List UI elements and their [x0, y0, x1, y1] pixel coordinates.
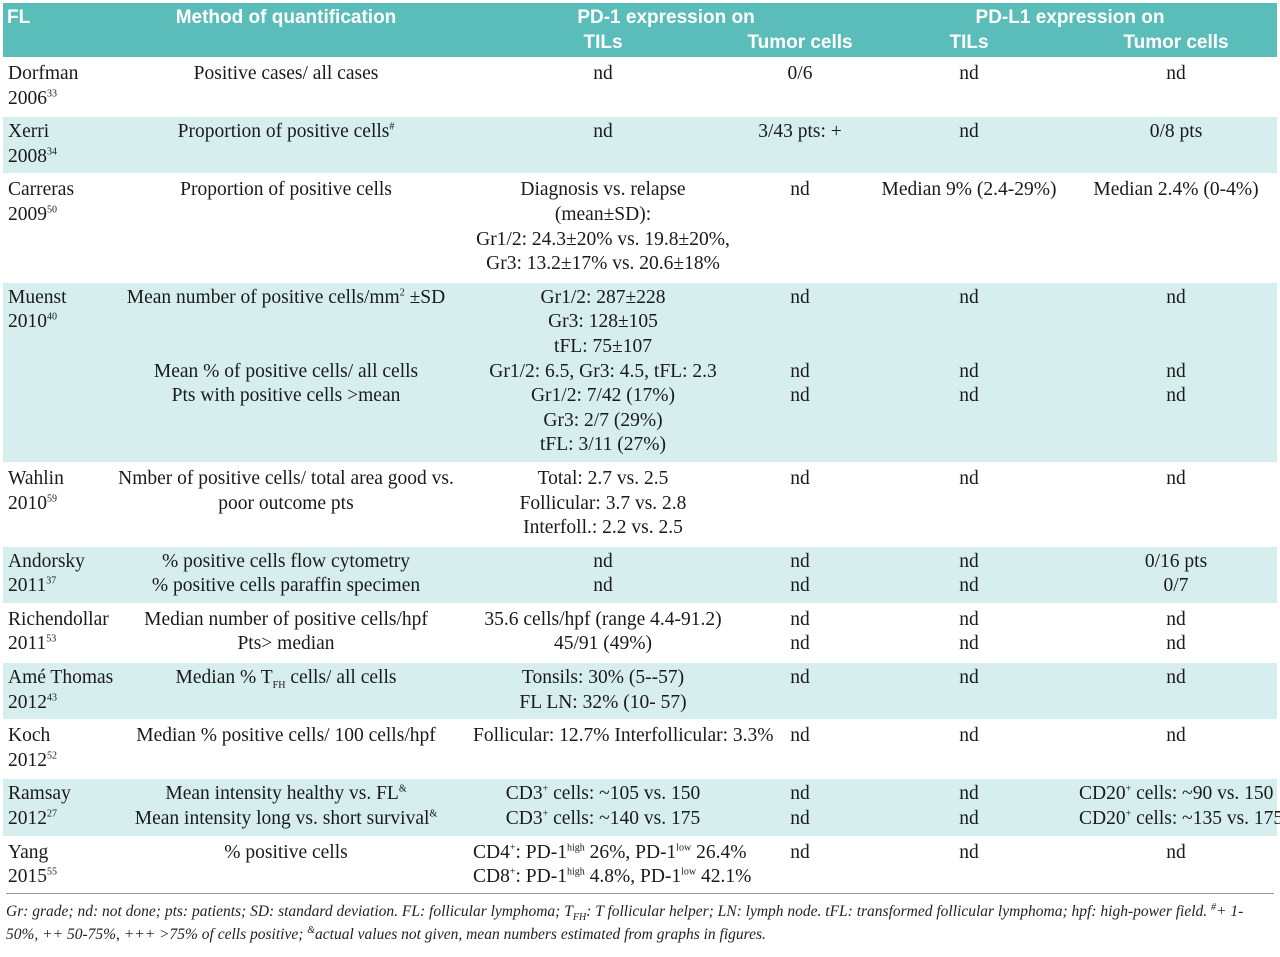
pdl1-tumor-cell: nd	[1166, 841, 1186, 863]
pd1-tumor-cell: nd	[790, 725, 810, 747]
study-cell: Ramsay 201227	[3, 778, 103, 837]
study-cell: Yang 201555	[8, 841, 57, 888]
header-blank	[3, 30, 103, 58]
pdl1-tumor-cell: nd nd	[1166, 608, 1186, 655]
pdl1-tils-cell: nd	[863, 116, 1076, 175]
pdl1-tils-cell: nd nd	[863, 545, 1076, 604]
pdl1-tils-cell: nd	[959, 725, 979, 747]
study-cell: Wahlin 201059	[8, 467, 64, 514]
pdl1-tils-cell: nd nd	[959, 608, 979, 655]
study-cell: Carreras 200950	[8, 179, 75, 225]
header-pdl1-tils: TILs	[863, 30, 1076, 58]
table-row: Amé Thomas 201243 Median % TFH cells/ al…	[3, 662, 1278, 721]
pdl1-tumor-cell: nd nd nd	[1075, 281, 1278, 463]
pd1-tils-cell: Diagnosis vs. relapse (mean±SD): Gr1/2: …	[476, 179, 730, 275]
study-cell: Muenst 201040	[3, 281, 103, 463]
pd1-tumor-cell: nd nd	[737, 545, 864, 604]
method-cell: Mean intensity healthy vs. FL& Mean inte…	[103, 778, 469, 837]
pdl1-tils-cell: nd	[863, 662, 1076, 721]
pd1-tumor-cell: 0/6	[787, 63, 813, 84]
pdl1-tumor-cell: Median 2.4% (0-4%)	[1093, 179, 1259, 201]
table-row: Richendollar 201153 Median number of pos…	[3, 603, 1278, 662]
table-row: Yang 201555 % positive cells CD4+: PD-1h…	[3, 836, 1278, 894]
pd1-tumor-cell: nd nd	[790, 608, 810, 655]
method-cell: Median number of positive cells/hpf Pts>…	[144, 608, 428, 655]
pd1-tils-cell: 35.6 cells/hpf (range 4.4-91.2) 45/91 (4…	[484, 608, 722, 655]
pdl1-tils-cell: nd	[959, 841, 979, 863]
pdl1-tumor-cell: nd	[1166, 63, 1186, 84]
header-pd1-tumor: Tumor cells	[737, 30, 864, 58]
method-cell: % positive cells	[224, 841, 348, 863]
method-cell: Proportion of positive cells	[180, 179, 392, 201]
table-row: Koch 201252 Median % positive cells/ 100…	[3, 720, 1278, 778]
table-row: Carreras 200950 Proportion of positive c…	[3, 174, 1278, 281]
pdl1-tils-cell: nd	[959, 63, 979, 84]
pdl1-tumor-cell: nd	[1075, 662, 1278, 721]
study-cell: Xerri 200834	[3, 116, 103, 175]
pd1-tils-cell: Tonsils: 30% (5--57) FL LN: 32% (10- 57)	[469, 662, 737, 721]
method-cell: Positive cases/ all cases	[193, 63, 379, 84]
pd1-tils-cell: CD3+ cells: ~105 vs. 150 CD3+ cells: ~14…	[469, 778, 737, 837]
header-pdl1-tumor: Tumor cells	[1075, 30, 1278, 58]
study-cell: Dorfman 200633	[8, 63, 79, 109]
table-row: Xerri 200834 Proportion of positive cell…	[3, 116, 1278, 175]
pd1-tils-cell: Follicular: 12.7% Interfollicular: 3.3%	[473, 725, 774, 747]
pdl1-tumor-cell: 0/16 pts 0/7	[1075, 545, 1278, 604]
pd1-tils-cell: Gr1/2: 287±228 Gr3: 128±105 tFL: 75±107 …	[469, 281, 737, 463]
study-cell: Koch 201252	[8, 725, 57, 771]
table-row: Wahlin 201059 Nmber of positive cells/ t…	[3, 462, 1278, 546]
pd1-tils-cell: nd	[593, 63, 613, 84]
header-blank	[103, 30, 469, 58]
table-row: Muenst 201040 Mean number of positive ce…	[3, 281, 1278, 463]
pd1-tumor-cell: 3/43 pts: +	[737, 116, 864, 175]
pd1-tumor-cell: nd	[790, 179, 810, 201]
pdl1-tumor-cell: nd	[1166, 467, 1186, 489]
pd1-tumor-cell: nd	[790, 841, 810, 863]
pdl1-tils-cell: nd	[959, 467, 979, 489]
method-cell: % positive cells flow cytometry % positi…	[103, 545, 469, 604]
pd1-tumor-cell: nd	[737, 662, 864, 721]
pdl1-tils-cell: nd nd nd	[863, 281, 1076, 463]
method-cell: Median % positive cells/ 100 cells/hpf	[136, 725, 436, 747]
pdl1-tumor-cell: CD20+ cells: ~90 vs. 150 CD20+ cells: ~1…	[1075, 778, 1280, 837]
study-cell: Amé Thomas 201243	[3, 662, 113, 721]
header-pd1-tils: TILs	[469, 30, 737, 58]
pd1-tils-cell: Total: 2.7 vs. 2.5 Follicular: 3.7 vs. 2…	[519, 467, 687, 539]
pdl1-tumor-cell: 0/8 pts	[1075, 116, 1278, 175]
pd1-expression-table: FL Method of quantification PD-1 express…	[3, 3, 1280, 894]
pd1-tumor-cell: nd	[790, 467, 810, 489]
method-cell: Median % TFH cells/ all cells	[103, 662, 469, 721]
header-fl: FL	[3, 3, 103, 30]
method-cell: Proportion of positive cells#	[103, 116, 469, 175]
study-cell: Richendollar 201153	[8, 608, 109, 655]
table-row: Ramsay 201227 Mean intensity healthy vs.…	[3, 778, 1280, 837]
pd1-tils-cell: CD4+: PD-1high 26%, PD-1low 26.4% CD8+: …	[473, 841, 752, 888]
header-pdl1: PD-L1 expression on	[863, 3, 1278, 30]
pdl1-tils-cell: Median 9% (2.4-29%)	[881, 179, 1057, 201]
pdl1-tumor-cell: nd	[1166, 725, 1186, 747]
table-row: Dorfman 200633 Positive cases/ all cases…	[3, 58, 1278, 116]
pdl1-tils-cell: nd nd	[863, 778, 1076, 837]
pd1-tumor-cell: nd nd nd	[737, 281, 864, 463]
header-method: Method of quantification	[103, 3, 469, 30]
table-footnote: Gr: grade; nd: not done; pts: patients; …	[6, 893, 1274, 946]
method-cell: Nmber of positive cells/ total area good…	[118, 467, 454, 514]
table-row: Andorsky 201137 % positive cells flow cy…	[3, 545, 1278, 604]
pd1-tils-cell: nd nd	[469, 545, 737, 604]
study-cell: Andorsky 201137	[3, 545, 103, 604]
pd1-tumor-cell: nd nd	[737, 778, 864, 837]
header-pd1: PD-1 expression on	[469, 3, 864, 30]
method-cell: Mean number of positive cells/mm2 ±SD Me…	[103, 281, 469, 463]
pd1-tils-cell: nd	[469, 116, 737, 175]
table-header: FL Method of quantification PD-1 express…	[3, 3, 1278, 58]
